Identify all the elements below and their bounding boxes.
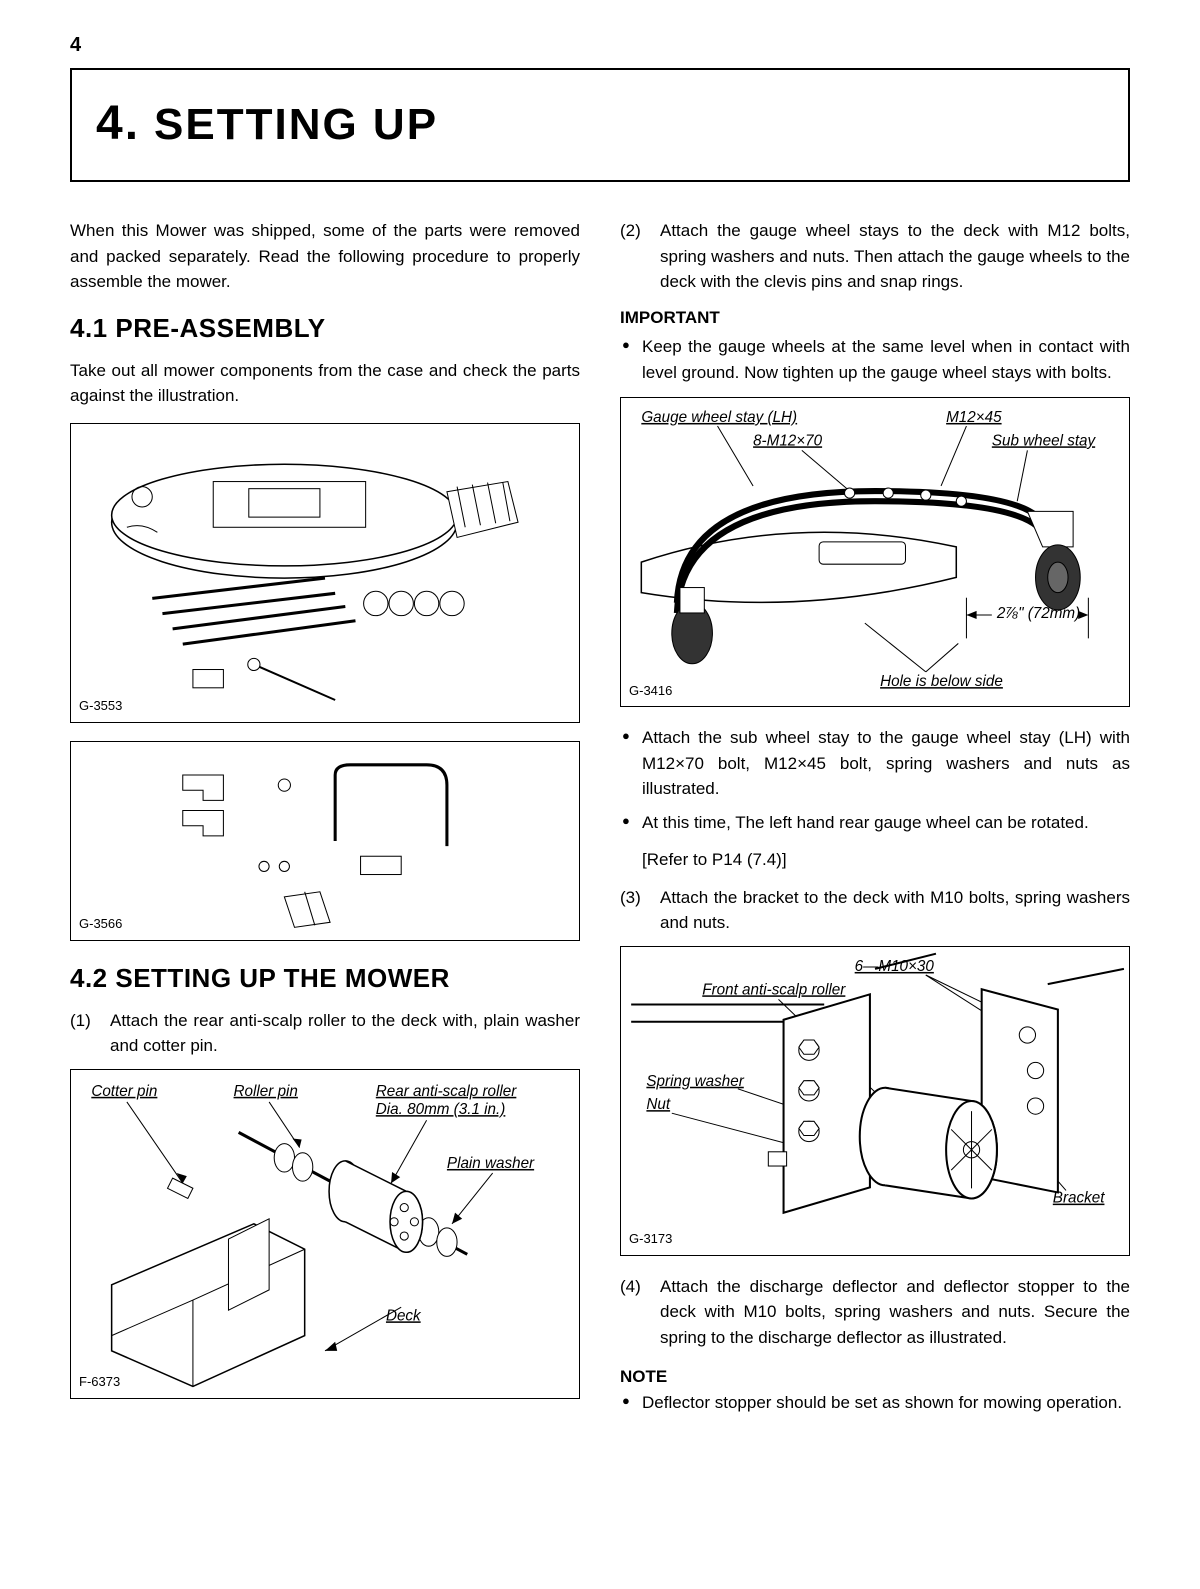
label-rear-roller-1: Rear anti-scalp roller	[376, 1082, 517, 1099]
label-plain-washer: Plain washer	[447, 1154, 535, 1171]
refer-note: [Refer to P14 (7.4)]	[642, 847, 1130, 873]
bullet-rotate: At this time, The left hand rear gauge w…	[620, 810, 1130, 836]
important-bullet: Keep the gauge wheels at the same level …	[620, 334, 1130, 385]
step-3: (3) Attach the bracket to the deck with …	[620, 885, 1130, 936]
label-spring-washer: Spring washer	[646, 1072, 744, 1089]
figure-gauge-wheel: Gauge wheel stay (LH) M12×45 8-M12×70 Su…	[620, 397, 1130, 707]
parts-illustration-bottom	[71, 742, 579, 940]
page-number: 4	[70, 30, 1130, 60]
label-gauge-stay: Gauge wheel stay (LH)	[641, 409, 797, 426]
figure-code: G-3173	[629, 1229, 672, 1249]
step-number: (1)	[70, 1008, 98, 1059]
label-nut: Nut	[646, 1096, 670, 1113]
label-sub-stay: Sub wheel stay	[992, 432, 1097, 449]
figure-code: G-3553	[79, 696, 122, 716]
rear-roller-illustration: Cotter pin Roller pin Rear anti-scalp ro…	[71, 1070, 579, 1398]
label-dim: 2⅞" (72mm)	[996, 605, 1080, 622]
label-m12x45: M12×45	[946, 409, 1002, 426]
section-title-text: SETTING UP	[154, 100, 438, 149]
bullet-sub-stay: Attach the sub wheel stay to the gauge w…	[620, 725, 1130, 802]
step-text: Attach the gauge wheel stays to the deck…	[660, 218, 1130, 295]
note-bullet: Deflector stopper should be set as shown…	[620, 1390, 1130, 1416]
gauge-wheel-illustration: Gauge wheel stay (LH) M12×45 8-M12×70 Su…	[621, 398, 1129, 706]
heading-4-2: 4.2 SETTING UP THE MOWER	[70, 959, 580, 998]
note-list: Deflector stopper should be set as shown…	[620, 1390, 1130, 1416]
figure-parts-bottom: G-3566	[70, 741, 580, 941]
figure-code: F-6373	[79, 1372, 120, 1392]
left-column: When this Mower was shipped, some of the…	[70, 218, 580, 1427]
figure-code: G-3416	[629, 681, 672, 701]
label-rear-roller-2: Dia. 80mm (3.1 in.)	[376, 1101, 506, 1118]
figure-code: G-3566	[79, 914, 122, 934]
body-4-1: Take out all mower components from the c…	[70, 358, 580, 409]
step-text: Attach the rear anti-scalp roller to the…	[110, 1008, 580, 1059]
step-number: (4)	[620, 1274, 648, 1351]
label-front-roller: Front anti-scalp roller	[702, 981, 846, 998]
figure-rear-roller: Cotter pin Roller pin Rear anti-scalp ro…	[70, 1069, 580, 1399]
front-roller-illustration: 6—M10×30 Front anti-scalp roller Spring …	[621, 947, 1129, 1255]
label-deck: Deck	[386, 1307, 422, 1324]
label-8m12x70: 8-M12×70	[753, 432, 823, 449]
important-heading: IMPORTANT	[620, 305, 1130, 331]
step-text: Attach the discharge deflector and defle…	[660, 1274, 1130, 1351]
label-hole-below: Hole is below side	[880, 673, 1003, 690]
heading-4-1: 4.1 PRE-ASSEMBLY	[70, 309, 580, 348]
step-4: (4) Attach the discharge deflector and d…	[620, 1274, 1130, 1351]
step-2: (2) Attach the gauge wheel stays to the …	[620, 218, 1130, 295]
parts-illustration-top	[71, 424, 579, 722]
intro-paragraph: When this Mower was shipped, some of the…	[70, 218, 580, 295]
figure-front-roller: 6—M10×30 Front anti-scalp roller Spring …	[620, 946, 1130, 1256]
figure-parts-top: G-3553	[70, 423, 580, 723]
label-cotter-pin: Cotter pin	[91, 1082, 157, 1099]
section-number: 4.	[96, 97, 140, 150]
post-fig2-bullets: Attach the sub wheel stay to the gauge w…	[620, 725, 1130, 835]
label-bracket: Bracket	[1053, 1189, 1105, 1206]
right-column: (2) Attach the gauge wheel stays to the …	[620, 218, 1130, 1427]
important-list: Keep the gauge wheels at the same level …	[620, 334, 1130, 385]
label-6m10: 6—M10×30	[855, 957, 935, 974]
section-title: 4. SETTING UP	[96, 88, 1104, 160]
two-column-layout: When this Mower was shipped, some of the…	[70, 218, 1130, 1427]
step-number: (3)	[620, 885, 648, 936]
note-heading: NOTE	[620, 1364, 1130, 1390]
section-title-box: 4. SETTING UP	[70, 68, 1130, 182]
step-text: Attach the bracket to the deck with M10 …	[660, 885, 1130, 936]
label-roller-pin: Roller pin	[234, 1082, 298, 1099]
step-1: (1) Attach the rear anti-scalp roller to…	[70, 1008, 580, 1059]
step-number: (2)	[620, 218, 648, 295]
